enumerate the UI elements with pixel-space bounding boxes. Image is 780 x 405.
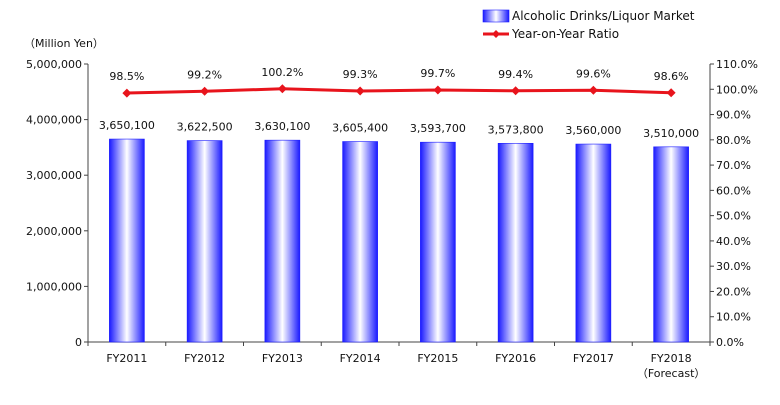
ratio-value-label: 99.6% (576, 67, 611, 80)
ratio-value-label: 100.2% (261, 66, 303, 79)
right-y-tick-label: 90.0% (716, 109, 751, 122)
ratio-point (277, 84, 287, 94)
left-y-tick-label: 1,000,000 (26, 280, 82, 293)
x-tick-note: （Forecast） (637, 367, 706, 380)
ratio-point (122, 88, 132, 98)
x-tick-label: FY2014 (340, 352, 381, 365)
ratio-value-label: 99.2% (187, 68, 222, 81)
ratio-line (126, 87, 672, 95)
right-y-tick-label: 60.0% (716, 184, 751, 197)
left-y-tick-label: 3,000,000 (26, 169, 82, 182)
bar (264, 139, 301, 343)
bar (575, 143, 612, 343)
x-tick-label: FY2012 (184, 352, 225, 365)
bar (653, 146, 689, 343)
ratio-point (200, 86, 210, 96)
x-tick-label: FY2016 (495, 352, 536, 365)
bar-value-label: 3,573,800 (488, 123, 544, 136)
x-tick-label: FY2017 (573, 352, 614, 365)
right-y-tick-label: 50.0% (716, 210, 751, 223)
right-y-tick-label: 80.0% (716, 134, 751, 147)
bar-value-label: 3,510,000 (643, 127, 699, 140)
left-y-tick-label: 0 (75, 336, 82, 349)
x-tick-label: FY2018 (651, 352, 692, 365)
bar (342, 141, 378, 343)
ratio-value-label: 99.4% (498, 68, 533, 81)
ratio-point (511, 86, 521, 96)
right-y-tick-label: 20.0% (716, 285, 751, 298)
ratio-point (666, 88, 676, 98)
left-y-tick-label: 4,000,000 (26, 114, 82, 127)
left-y-tick-label: 5,000,000 (26, 58, 82, 71)
right-y-tick-label: 30.0% (716, 260, 751, 273)
x-tick-label: FY2011 (106, 352, 147, 365)
right-y-tick-label: 70.0% (716, 159, 751, 172)
right-y-tick-label: 0.0% (716, 336, 744, 349)
bar-value-label: 3,560,000 (565, 124, 621, 137)
bar (186, 140, 223, 343)
bar-value-label: 3,630,100 (254, 120, 310, 133)
x-tick-label: FY2013 (262, 352, 303, 365)
bar (109, 138, 145, 343)
left-y-tick-label: 2,000,000 (26, 225, 82, 238)
plot-area: 0 1,000,000 2,000,000 3,000,000 4,000,000 5,0… (26, 58, 758, 380)
ratio-point (588, 85, 598, 95)
y-axis-unit-label: （Million Yen） (24, 37, 104, 50)
x-tick-label: FY2015 (417, 352, 458, 365)
bar-value-label: 3,605,400 (332, 122, 388, 135)
legend: Alcoholic Drinks/Liquor Market Year-on-Y… (482, 9, 695, 41)
ratio-value-label: 99.3% (343, 68, 378, 81)
legend-line-marker (492, 30, 500, 38)
right-y-tick-label: 40.0% (716, 235, 751, 248)
right-y-tick-label: 100.0% (716, 83, 758, 96)
legend-bar-label: Alcoholic Drinks/Liquor Market (512, 9, 695, 23)
bar-value-label: 3,622,500 (177, 121, 233, 134)
bar-value-label: 3,593,700 (410, 122, 466, 135)
ratio-value-label: 98.6% (654, 70, 689, 83)
right-y-tick-label: 110.0% (716, 58, 758, 71)
bar (497, 142, 534, 343)
right-y-tick-label: 10.0% (716, 311, 751, 324)
ratio-value-label: 99.7% (420, 67, 455, 80)
bar (420, 141, 456, 343)
bar-value-label: 3,650,100 (99, 119, 155, 132)
ratio-value-label: 98.5% (109, 70, 144, 83)
legend-line-label: Year-on-Year Ratio (511, 27, 619, 41)
ratio-point (433, 85, 443, 95)
legend-bar-swatch (482, 9, 510, 23)
ratio-point (355, 86, 365, 96)
